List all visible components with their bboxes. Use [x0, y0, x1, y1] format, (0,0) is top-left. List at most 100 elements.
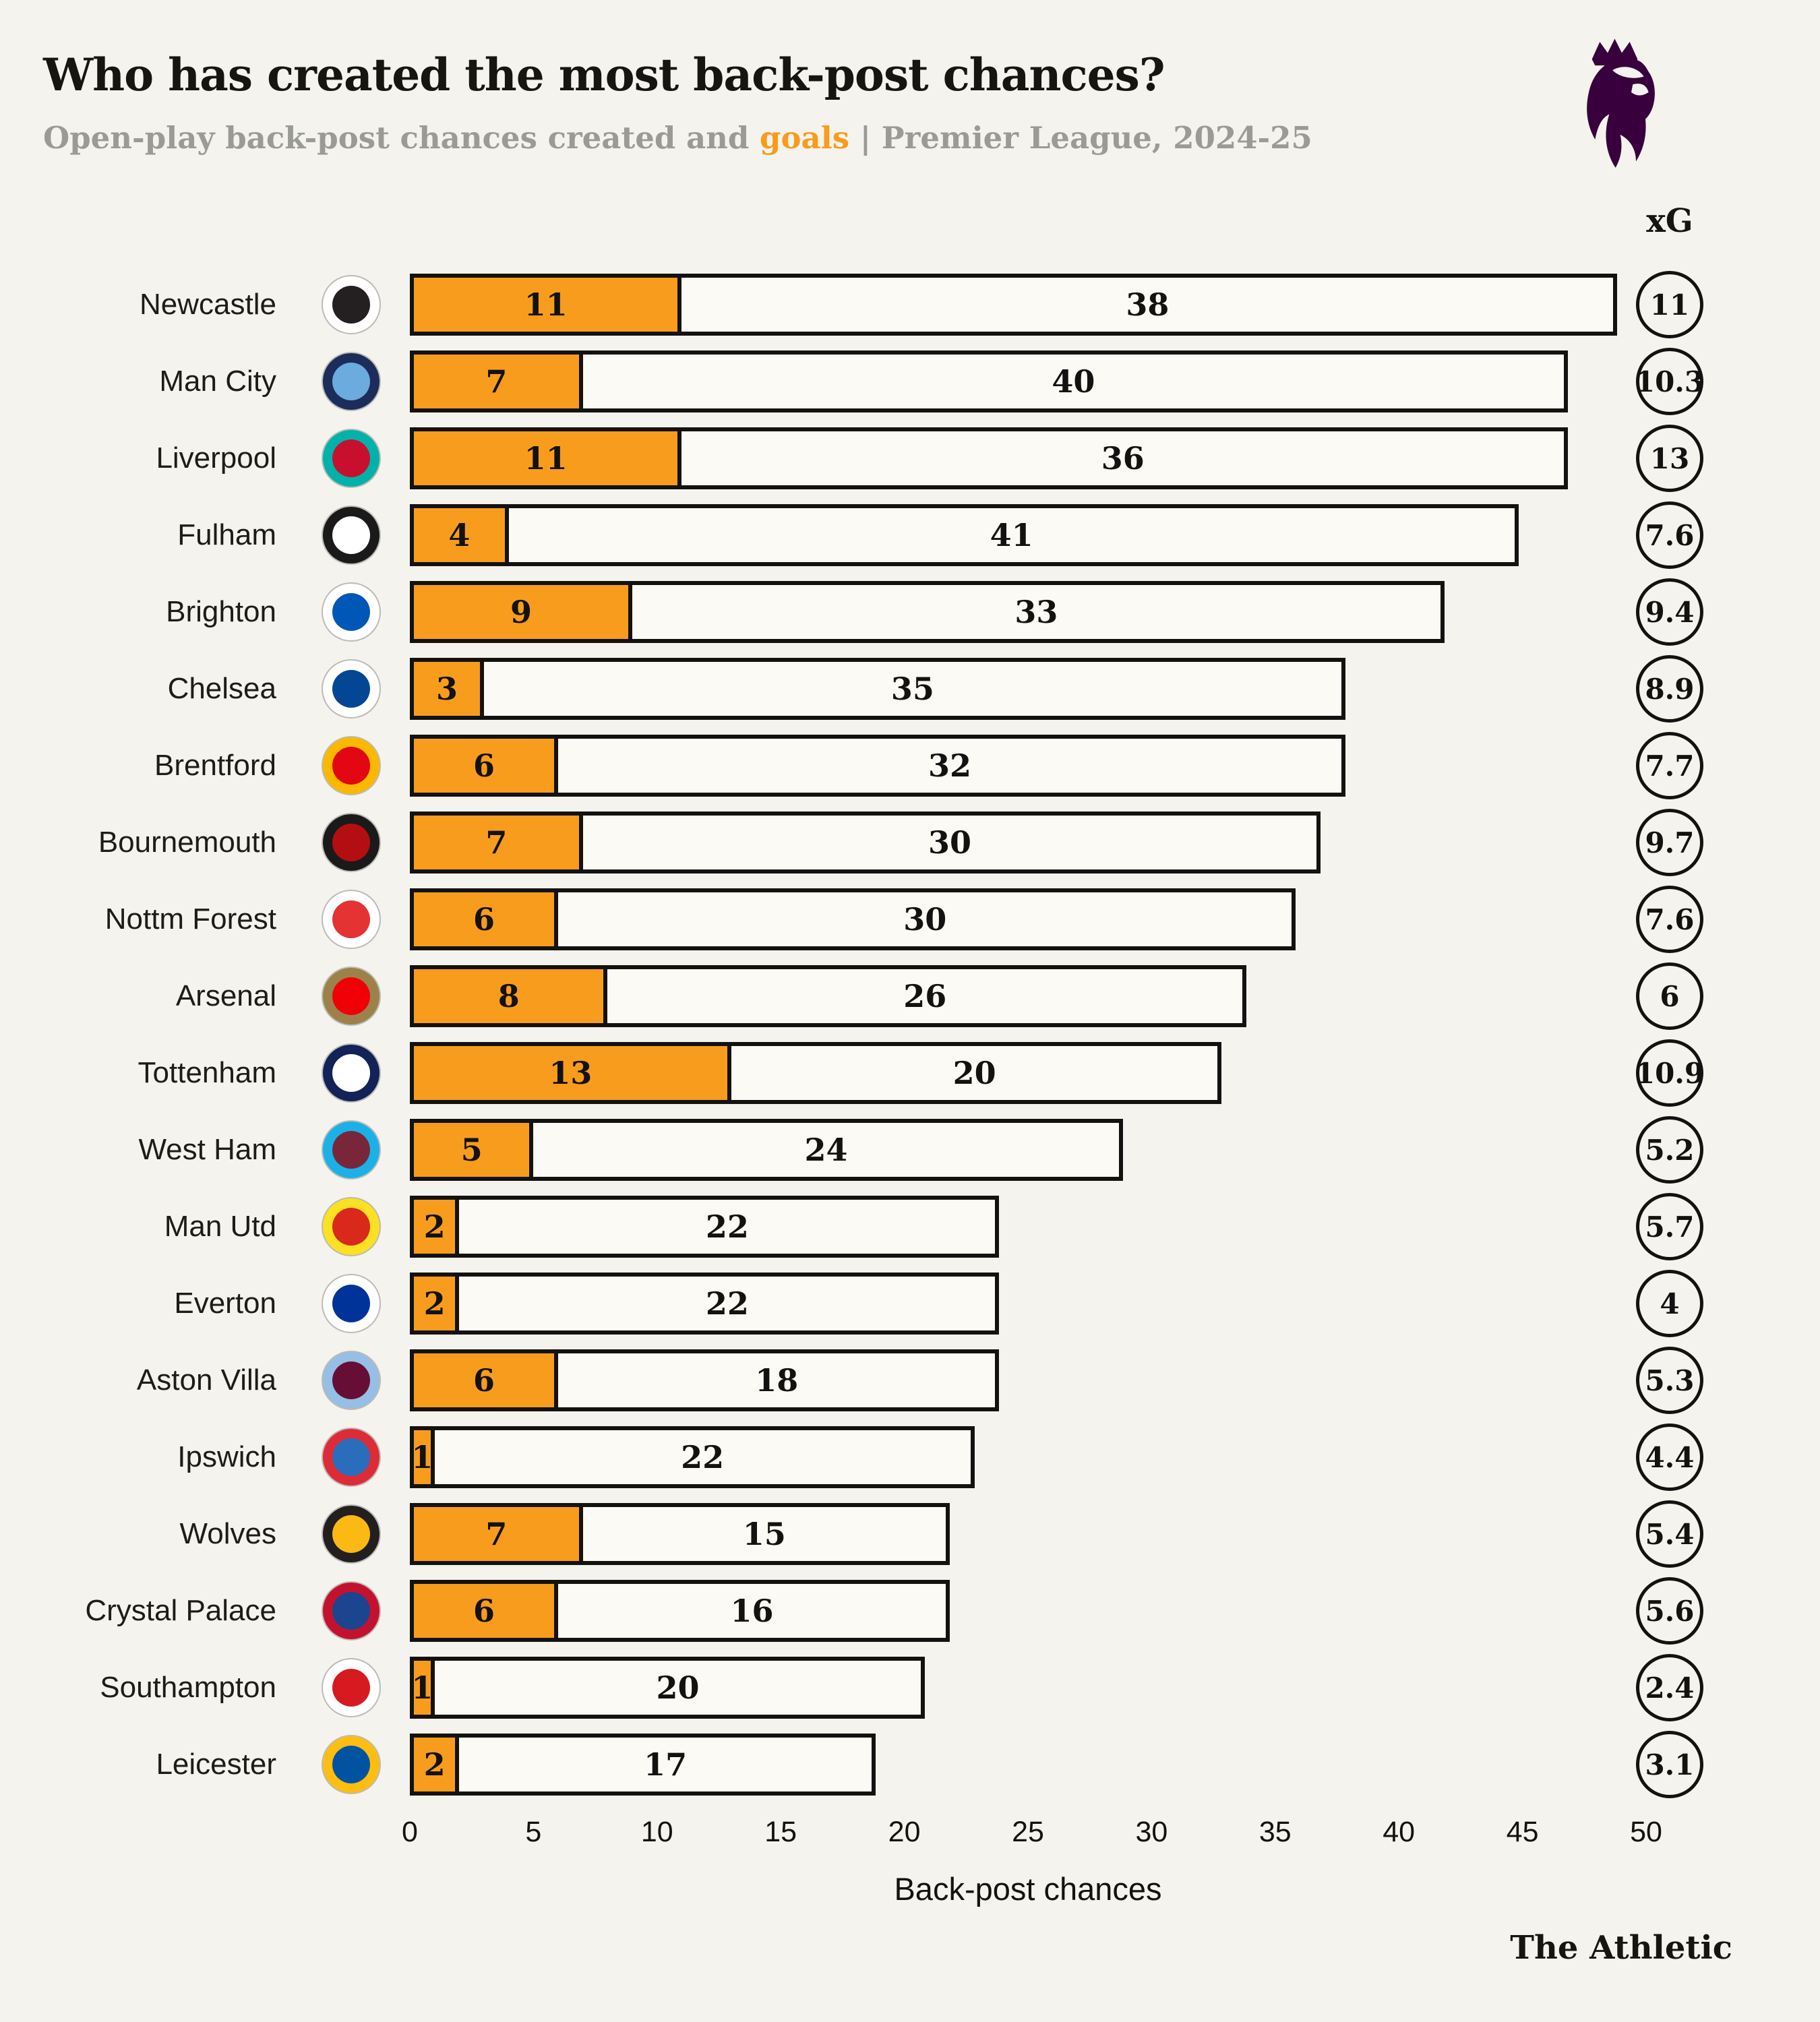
stacked-bar: 2 17: [410, 1734, 876, 1796]
goals-segment: 6: [410, 888, 559, 950]
stacked-bar: 7 15: [410, 1503, 950, 1565]
x-axis-tick-0: 0: [402, 1816, 418, 1848]
leicester-crest-icon: [323, 1736, 380, 1793]
xg-value: 4: [1660, 1287, 1680, 1320]
xg-value: 3.1: [1645, 1748, 1695, 1781]
goals-segment: 6: [410, 1349, 559, 1411]
goals-value: 11: [524, 440, 568, 477]
x-axis-tick-5: 5: [525, 1816, 542, 1848]
x-axis-tick-50: 50: [1630, 1816, 1662, 1848]
liverpool-crest-icon: [323, 430, 380, 487]
xg-badge: 11: [1636, 271, 1703, 338]
chances-value: 17: [644, 1746, 688, 1783]
team-name: Ipswich: [177, 1440, 276, 1473]
stacked-bar: 4 41: [410, 504, 1519, 566]
table-row: Southampton 1 20 2.4: [0, 1649, 1820, 1726]
stacked-bar: 11 36: [410, 427, 1568, 489]
stacked-bar: 8 26: [410, 965, 1247, 1027]
stacked-bar: 2 22: [410, 1273, 1000, 1335]
team-name: Man City: [159, 365, 276, 398]
goals-value: 13: [549, 1055, 593, 1091]
x-axis-tick-15: 15: [764, 1816, 797, 1848]
goals-segment: 13: [410, 1042, 731, 1104]
table-row: Arsenal 8 26 6: [0, 958, 1820, 1035]
stacked-bar: 7 30: [410, 811, 1321, 874]
xg-badge: 5.6: [1636, 1577, 1703, 1645]
goals-value: 9: [510, 594, 533, 630]
xg-badge: 4: [1636, 1270, 1703, 1337]
stacked-bar: 13 20: [410, 1042, 1222, 1104]
team-name: Aston Villa: [136, 1364, 276, 1397]
page-title: Who has created the most back-post chanc…: [43, 49, 1165, 101]
chances-segment: 20: [727, 1042, 1222, 1104]
goals-value: 7: [485, 1516, 508, 1552]
xg-badge: 5.3: [1636, 1347, 1703, 1414]
chances-value: 26: [903, 978, 947, 1014]
xg-badge: 13: [1636, 425, 1703, 492]
xg-value: 11: [1649, 288, 1690, 321]
chances-value: 30: [903, 901, 947, 938]
table-row: Man Utd 2 22 5.7: [0, 1188, 1820, 1265]
xg-badge: 2.4: [1636, 1654, 1703, 1721]
xg-value: 7.6: [1645, 902, 1695, 936]
chances-segment: 17: [455, 1734, 876, 1796]
goals-segment: 7: [410, 1503, 583, 1565]
table-row: Ipswich 1 22 4.4: [0, 1419, 1820, 1496]
xg-value: 2.4: [1645, 1671, 1695, 1705]
chances-value: 24: [804, 1132, 848, 1168]
goals-segment: 7: [410, 350, 583, 412]
chances-segment: 22: [455, 1273, 1000, 1335]
xg-value: 10.3: [1635, 365, 1705, 398]
chances-segment: 22: [430, 1426, 975, 1488]
x-axis-tick-45: 45: [1506, 1816, 1539, 1848]
table-row: West Ham 5 24 5.2: [0, 1111, 1820, 1188]
chances-segment: 36: [677, 427, 1568, 489]
chances-segment: 30: [578, 811, 1321, 874]
chances-value: 30: [928, 824, 971, 861]
team-name: Nottm Forest: [104, 902, 276, 936]
xg-value: 13: [1649, 441, 1690, 475]
chances-value: 36: [1101, 440, 1145, 477]
subtitle-suffix: | Premier League, 2024-25: [849, 120, 1312, 156]
xg-badge: 7.6: [1636, 886, 1703, 953]
x-axis-tick-25: 25: [1012, 1816, 1044, 1848]
aston-villa-crest-icon: [323, 1352, 380, 1409]
team-name: Southampton: [100, 1671, 276, 1704]
the-athletic-logo: The Athletic: [1510, 1929, 1732, 1967]
chances-value: 38: [1126, 286, 1170, 323]
goals-segment: 7: [410, 811, 583, 874]
xg-badge: 10.3: [1635, 348, 1705, 415]
chances-value: 32: [928, 747, 971, 784]
goals-value: 6: [473, 1593, 495, 1629]
goals-value: 7: [485, 824, 508, 861]
table-row: Everton 2 22 4: [0, 1265, 1820, 1342]
stacked-bar: 6 30: [410, 888, 1296, 950]
chances-value: 35: [890, 671, 934, 707]
chances-value: 41: [990, 517, 1033, 553]
goals-segment: 9: [410, 581, 633, 643]
brentford-crest-icon: [323, 737, 380, 794]
team-name: Arsenal: [175, 979, 276, 1012]
goals-segment: 11: [410, 427, 682, 489]
xg-value: 5.4: [1645, 1517, 1695, 1551]
chances-segment: 24: [529, 1119, 1123, 1181]
southampton-crest-icon: [323, 1659, 380, 1716]
premier-league-lion-icon: [1587, 38, 1655, 168]
chances-value: 33: [1014, 594, 1058, 630]
x-axis-tick-20: 20: [888, 1816, 921, 1848]
xg-badge: 10.9: [1635, 1039, 1704, 1107]
tottenham-crest-icon: [323, 1045, 380, 1101]
goals-segment: 6: [410, 735, 559, 797]
goals-segment: 2: [410, 1734, 460, 1796]
chances-value: 22: [705, 1208, 749, 1245]
team-name: Newcastle: [140, 288, 276, 321]
xg-value: 6: [1660, 979, 1680, 1013]
x-axis-tick-10: 10: [640, 1816, 673, 1848]
table-row: Newcastle 11 38 11: [0, 266, 1820, 343]
goals-value: 8: [497, 978, 520, 1014]
table-row: Nottm Forest 6 30 7.6: [0, 881, 1820, 958]
table-row: Aston Villa 6 18 5.3: [0, 1342, 1820, 1419]
stacked-bar: 5 24: [410, 1119, 1123, 1181]
goals-value: 3: [436, 671, 458, 707]
chances-value: 16: [730, 1593, 774, 1629]
